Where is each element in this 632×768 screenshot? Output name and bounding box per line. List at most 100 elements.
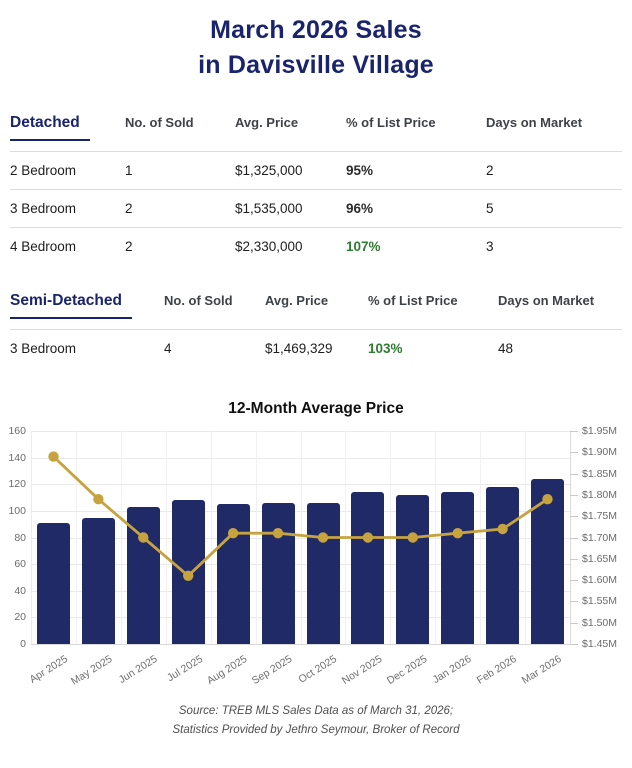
line-marker [138,532,149,543]
footer-broker-line: Statistics Provided by Jethro Seymour, B… [172,724,460,736]
page-title-line2: in Davisville Village [198,51,434,79]
sales-bar [351,492,385,644]
line-marker [272,528,284,539]
right-axis-tick [570,622,578,624]
right-axis-tick-label: $1.90M [582,446,618,459]
cell-no-of-sold: 2 [125,239,133,254]
vertical-gridline [300,431,302,644]
page-title-line1: March 2026 Sales [210,16,422,44]
x-axis-label: Apr 2025 [27,653,70,686]
semi-detached-table: Semi-Detached No. of Sold Avg. Price % of L… [10,292,622,367]
right-axis-tick-label: $1.65M [582,552,618,565]
sales-bar [37,522,70,644]
left-axis-tick-label: 100 [8,504,26,517]
line-marker [497,523,508,535]
right-axis-tick-label: $1.85M [582,467,618,480]
cell-bedroom-label: 3 Bedroom [10,341,77,356]
line-marker [542,494,553,505]
line-marker [93,494,104,505]
left-axis-tick-label: 40 [14,584,26,597]
vertical-gridline [435,431,437,644]
vertical-gridline [165,431,167,644]
sales-bar [486,486,520,644]
right-axis-tick-label: $1.45M [582,638,618,650]
sales-bar [261,502,295,644]
cell-no-of-sold: 1 [125,163,133,178]
table-title: Detached [10,114,90,141]
cell-days-on-market: 5 [486,201,494,216]
left-axis-tick-label: 20 [14,611,26,624]
vertical-gridline [31,431,32,644]
right-axis-tick-label: $1.95M [582,425,618,437]
line-marker [452,528,463,539]
cell-no-of-sold: 4 [164,341,172,356]
table-header-row: Detached No. of Sold Avg. Price % of List P… [10,114,622,141]
cell-days-on-market: 2 [486,163,494,178]
x-axis-label: Dec 2025 [384,653,430,687]
right-axis-tick [570,558,578,560]
x-axis-labels: Apr 2025 May 2025 Jun 2025 Jul 2025 Aug 2025… [27,644,570,690]
cell-bedroom-label: 2 Bedroom [10,163,77,178]
x-axis-label: Mar 2026 [519,653,564,687]
cell-days-on-market: 3 [486,239,494,254]
cell-avg-price: $1,325,000 [235,163,303,178]
right-axis-tick [570,516,578,518]
x-axis-label: Jul 2025 [164,653,205,685]
cell-pct-of-list: 107% [346,239,381,254]
footer-source-line: Source: TREB MLS Sales Data as of March … [178,705,454,717]
x-axis-label: Jan 2026 [431,653,475,687]
column-header-3: % of List Price [368,293,458,308]
sales-bar [306,502,340,644]
column-header-3: % of List Price [346,115,436,130]
right-axis-tick-label: $1.55M [582,595,618,608]
left-axis-tick-label: 80 [14,531,26,544]
line-marker [407,532,418,543]
x-axis-label: Nov 2025 [339,653,385,687]
left-axis-tick-label: 60 [14,558,26,571]
x-axis-label: Sep 2025 [249,653,295,688]
left-axis-tick-label: 160 [8,425,26,437]
right-axis-tick [570,431,578,432]
cell-no-of-sold: 2 [125,201,133,216]
column-header-1: No. of Sold [164,293,233,308]
right-axis-tick [570,601,578,603]
vertical-gridline [525,431,527,644]
line-marker [317,532,329,543]
detached-table: Detached No. of Sold Avg. Price % of List P… [10,114,622,265]
cell-pct-of-list: 103% [368,341,403,356]
tables-root: Detached No. of Sold Avg. Price % of List P… [0,114,632,367]
price-line-path [52,455,549,578]
cell-pct-of-list: 95% [346,163,374,178]
sales-bar [396,494,430,644]
cell-bedroom-label: 3 Bedroom [10,201,77,216]
table-title: Semi-Detached [10,292,132,319]
average-price-line [48,451,553,581]
table-body: 3 Bedroom 4 $1,469,329 103% 48 [10,329,622,367]
right-axis-tick-label: $1.60M [582,574,618,587]
line-marker [183,570,194,581]
vertical-gridline [75,431,77,644]
table-row: 4 Bedroom 2 $2,330,000 107% 3 [10,227,622,265]
right-axis-tick-label: $1.50M [582,616,618,629]
left-axis-tick-label: 120 [8,478,26,491]
column-header-1: No. of Sold [125,115,194,130]
column-header-2: Avg. Price [235,115,299,130]
chart-title: 12-Month Average Price [228,400,404,417]
table-body: 2 Bedroom 1 $1,325,000 95% 2 3 Bedroom 2 $1,535… [10,151,622,265]
page-title: March 2026 Sales in Davisville Village [0,0,632,83]
cell-avg-price: $2,330,000 [235,239,303,254]
right-axis-tick [570,494,578,496]
footer: Source: TREB MLS Sales Data as of March … [0,702,632,740]
x-axis-label: Feb 2026 [474,653,519,687]
table-row: 3 Bedroom 2 $1,535,000 96% 5 [10,189,622,227]
cell-avg-price: $1,535,000 [235,201,303,216]
cell-bedroom-label: 4 Bedroom [10,239,77,254]
vertical-gridline [480,431,482,644]
line-marker [227,528,239,539]
x-axis-label: Jun 2025 [116,653,160,687]
column-header-4: Days on Market [486,115,583,130]
line-marker [48,451,59,462]
column-header-4: Days on Market [498,293,595,308]
table-header-row: Semi-Detached No. of Sold Avg. Price % of L… [10,292,622,319]
